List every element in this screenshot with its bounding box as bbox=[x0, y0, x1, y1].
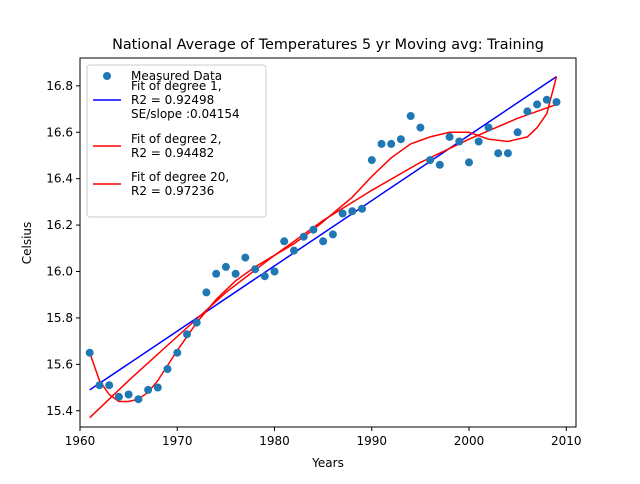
y-tick-label: 15.4 bbox=[46, 404, 73, 418]
data-point bbox=[396, 135, 405, 144]
data-point bbox=[416, 123, 425, 132]
data-point bbox=[309, 225, 318, 234]
data-point bbox=[163, 365, 172, 373]
data-point bbox=[533, 100, 542, 109]
data-point bbox=[280, 237, 289, 246]
x-tick-label: 1970 bbox=[162, 434, 193, 448]
y-tick-label: 16.6 bbox=[46, 125, 73, 139]
data-point bbox=[435, 160, 444, 169]
data-point bbox=[290, 246, 298, 255]
chart-title: National Average of Temperatures 5 yr Mo… bbox=[112, 37, 544, 53]
data-point bbox=[455, 137, 464, 146]
data-point bbox=[523, 107, 532, 116]
x-axis: 1960 1970 1980 1990 2000 2010 bbox=[65, 427, 582, 448]
y-tick-label: 16.4 bbox=[46, 172, 73, 186]
legend-label: SE/slope :0.04154 bbox=[131, 107, 240, 121]
data-point bbox=[445, 132, 454, 141]
legend-label: Fit of degree 1, bbox=[131, 79, 222, 93]
data-point bbox=[183, 330, 191, 339]
data-point bbox=[134, 395, 143, 404]
data-point bbox=[367, 156, 376, 165]
data-point bbox=[241, 253, 250, 262]
data-point bbox=[377, 139, 386, 148]
data-point bbox=[328, 230, 337, 239]
y-tick-label: 15.6 bbox=[46, 357, 73, 371]
data-point bbox=[319, 237, 328, 246]
data-point bbox=[406, 112, 415, 120]
legend-entry-fit-2: Fit of degree 2, R2 = 0.94482 bbox=[93, 132, 222, 160]
legend-marker bbox=[103, 72, 111, 80]
data-point bbox=[474, 137, 483, 146]
data-point bbox=[387, 139, 396, 148]
data-point bbox=[299, 232, 308, 241]
x-tick-label: 1960 bbox=[65, 434, 96, 448]
data-point bbox=[144, 385, 153, 394]
y-tick-label: 15.8 bbox=[46, 311, 73, 325]
data-point bbox=[426, 156, 435, 165]
data-point bbox=[465, 158, 473, 167]
data-point bbox=[95, 381, 104, 390]
fit-line-1 bbox=[89, 75, 557, 391]
data-point bbox=[231, 269, 240, 278]
data-point bbox=[212, 269, 221, 278]
data-point bbox=[494, 149, 503, 158]
data-point bbox=[338, 209, 347, 218]
measured-points bbox=[85, 95, 561, 404]
legend-label: R2 = 0.97236 bbox=[131, 184, 214, 198]
data-point bbox=[173, 348, 182, 357]
data-point bbox=[221, 262, 230, 271]
data-point bbox=[114, 392, 123, 401]
data-point bbox=[503, 149, 512, 158]
x-axis-label: Years bbox=[311, 456, 344, 470]
data-point bbox=[270, 267, 279, 276]
data-point bbox=[105, 381, 114, 390]
x-tick-label: 1990 bbox=[356, 434, 387, 448]
axes-frame bbox=[79, 57, 577, 428]
y-tick-label: 16.2 bbox=[46, 218, 73, 232]
x-tick-label: 2000 bbox=[454, 434, 485, 448]
data-point bbox=[260, 272, 269, 281]
data-point bbox=[124, 390, 133, 399]
legend-label: R2 = 0.92498 bbox=[131, 93, 214, 107]
data-point bbox=[85, 348, 94, 357]
legend-box bbox=[86, 64, 267, 218]
data-point bbox=[542, 95, 551, 104]
legend-entry-fit-1: Fit of degree 1, R2 = 0.92498 SE/slope :… bbox=[93, 79, 240, 121]
y-axis-label: Celsius bbox=[20, 222, 34, 265]
x-tick-label: 2010 bbox=[551, 434, 582, 448]
data-point bbox=[202, 288, 211, 297]
data-point bbox=[484, 123, 493, 132]
legend-label: Measured Data bbox=[131, 69, 222, 83]
data-point bbox=[251, 265, 260, 274]
x-tick-label: 1980 bbox=[259, 434, 290, 448]
legend-label: Fit of degree 20, bbox=[131, 170, 229, 184]
plot-area bbox=[85, 75, 561, 419]
legend-label: R2 = 0.94482 bbox=[131, 146, 214, 160]
y-axis: 15.4 15.6 15.8 16.0 16.2 16.4 16.6 16.8 bbox=[46, 79, 80, 418]
legend-label: Fit of degree 2, bbox=[131, 132, 222, 146]
fit-line-2 bbox=[89, 103, 557, 419]
data-point bbox=[153, 383, 162, 392]
legend-entry-fit-3: Fit of degree 20, R2 = 0.97236 bbox=[93, 170, 229, 198]
y-tick-label: 16.8 bbox=[46, 79, 73, 93]
data-point bbox=[192, 318, 201, 327]
data-point bbox=[552, 98, 561, 107]
legend-entry-measured: Measured Data bbox=[103, 69, 222, 83]
data-point bbox=[348, 207, 357, 216]
data-point bbox=[358, 204, 366, 213]
y-tick-label: 16.0 bbox=[46, 265, 73, 279]
data-point bbox=[513, 128, 522, 137]
